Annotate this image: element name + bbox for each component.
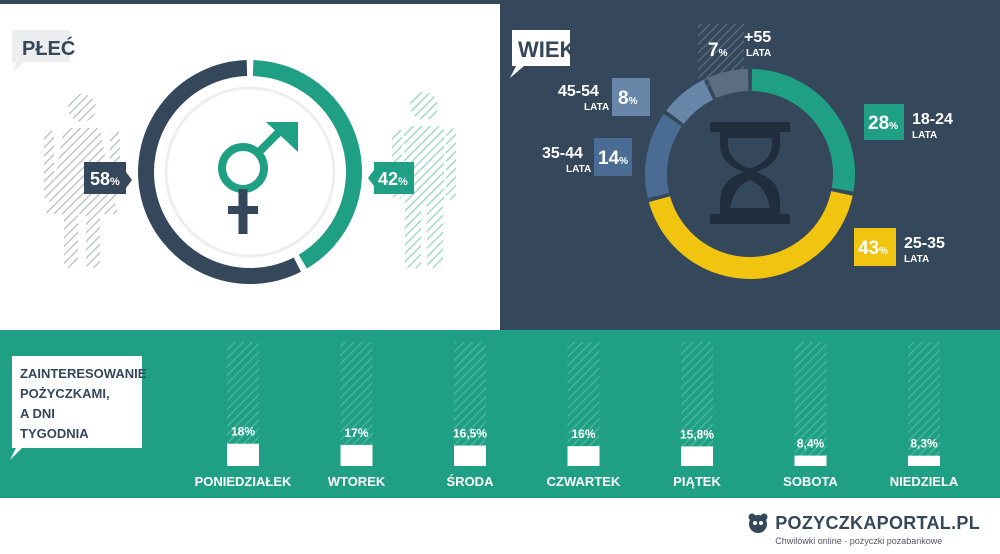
gender-symbol-icon <box>218 122 298 234</box>
weekday-svg: ZAINTERESOWANIE POŻYCZKAMI, A DNI TYGODN… <box>10 342 959 489</box>
age-35-44-label: 14% 35-44 LATA <box>542 138 632 176</box>
gender-svg: PŁEĆ <box>12 30 456 284</box>
weekday-category-label: NIEDZIELA <box>890 474 959 489</box>
weekday-bar-value-label: 16% <box>571 427 595 441</box>
top-bar <box>0 0 1000 4</box>
female-value: 58 <box>90 169 110 189</box>
gender-donut-segment-male <box>252 60 362 269</box>
weekday-bar-value-label: 18% <box>231 425 255 439</box>
weekday-bar-track <box>454 342 486 466</box>
weekday-bar <box>454 445 486 466</box>
gender-title: PŁEĆ <box>22 36 75 60</box>
weekday-category-label: PONIEDZIAŁEK <box>195 474 292 489</box>
weekday-category-label: PIĄTEK <box>673 474 721 489</box>
weekday-bar-value-label: 8,3% <box>910 437 938 451</box>
weekday-title-tag: ZAINTERESOWANIE POŻYCZKAMI, A DNI TYGODN… <box>10 356 147 460</box>
gender-donut-inner-ring <box>164 86 336 258</box>
footer: POZYCZKAPORTAL.PL Chwilówki online · poż… <box>0 498 1000 554</box>
age-55-label: 7% +55 LATA <box>708 29 771 61</box>
svg-text:35-44: 35-44 <box>542 145 583 162</box>
brand-tagline: Chwilówki online · pożyczki pozabankowe <box>775 536 943 546</box>
svg-text:42%: 42% <box>378 169 408 189</box>
weekday-title-line-2: POŻYCZKAMI, <box>20 386 110 401</box>
age-donut-segment-2 <box>645 113 683 199</box>
gender-donut-segment-female <box>138 60 301 284</box>
age-svg: WIEK 28% 18-24 LATA 43% 25-35 LATA <box>510 24 953 279</box>
weekday-title-line-4: TYGODNIA <box>20 426 89 441</box>
weekday-bar-value-label: 15,8% <box>680 427 714 441</box>
weekday-bar-value-label: 8,4% <box>797 437 825 451</box>
male-percent-badge: 42% <box>368 162 414 194</box>
svg-text:58%: 58% <box>90 169 120 189</box>
svg-text:43%: 43% <box>858 238 888 259</box>
weekday-category-label: WTOREK <box>328 474 386 489</box>
svg-text:18-24: 18-24 <box>912 111 953 128</box>
svg-text:LATA: LATA <box>566 164 591 175</box>
age-donut <box>645 69 855 279</box>
weekday-bar-value-label: 16,5% <box>453 427 487 441</box>
weekday-bar-track <box>794 342 827 466</box>
svg-text:14%: 14% <box>598 148 628 169</box>
age-donut-segment-0 <box>751 69 855 192</box>
weekday-bar-track <box>908 342 940 466</box>
brand-name[interactable]: POZYCZKAPORTAL.PL <box>775 512 980 533</box>
hourglass-icon <box>710 122 790 224</box>
weekday-bar <box>681 446 713 466</box>
svg-text:+55: +55 <box>744 29 771 46</box>
svg-text:LATA: LATA <box>904 254 929 265</box>
weekday-title-line-1: ZAINTERESOWANIE <box>20 366 147 381</box>
svg-text:8%: 8% <box>618 88 638 109</box>
svg-text:28%: 28% <box>868 113 898 134</box>
weekday-bar <box>340 444 373 466</box>
weekday-bar-track <box>567 342 600 466</box>
weekday-bars: 18% PONIEDZIAŁEK 17% WTOREK 16,5% ŚRODA 16% CZW… <box>195 342 959 489</box>
weekday-category-label: CZWARTEK <box>547 474 621 489</box>
age-18-24-label: 28% 18-24 LATA <box>864 104 953 141</box>
gender-donut <box>138 60 362 284</box>
female-percent-badge: 58% <box>84 162 132 194</box>
age-title: WIEK <box>518 37 576 62</box>
svg-text:7%: 7% <box>708 40 728 61</box>
svg-text:LATA: LATA <box>746 48 771 59</box>
weekday-bar <box>567 446 600 466</box>
weekday-bar <box>227 443 259 466</box>
weekday-bar <box>794 455 827 466</box>
weekday-bar-value-label: 17% <box>344 426 368 440</box>
gender-title-tag: PŁEĆ <box>12 30 75 72</box>
svg-text:45-54: 45-54 <box>558 83 599 100</box>
weekday-panel: ZAINTERESOWANIE POŻYCZKAMI, A DNI TYGODN… <box>0 330 1000 498</box>
male-value: 42 <box>378 169 398 189</box>
age-25-35-label: 43% 25-35 LATA <box>854 228 945 266</box>
svg-text:LATA: LATA <box>584 102 609 113</box>
gender-panel: PŁEĆ <box>0 4 500 330</box>
svg-text:LATA: LATA <box>912 130 937 141</box>
brand-logo-icon <box>748 513 768 533</box>
age-45-54-label: 8% 45-54 LATA <box>558 78 650 116</box>
weekday-bar <box>908 455 940 466</box>
brand-block: POZYCZKAPORTAL.PL Chwilówki online · poż… <box>747 512 980 546</box>
age-donut-segment-3 <box>666 79 714 125</box>
age-donut-segment-4 <box>707 69 749 99</box>
age-panel: WIEK 28% 18-24 LATA 43% 25-35 LATA <box>500 4 1000 330</box>
weekday-category-label: ŚRODA <box>447 474 495 489</box>
age-donut-segment-1 <box>648 190 853 279</box>
age-title-tag: WIEK <box>510 30 576 78</box>
weekday-bar-track <box>681 342 713 466</box>
svg-text:25-35: 25-35 <box>904 235 945 252</box>
weekday-category-label: SOBOTA <box>783 474 838 489</box>
weekday-title-line-3: A DNI <box>20 406 55 421</box>
